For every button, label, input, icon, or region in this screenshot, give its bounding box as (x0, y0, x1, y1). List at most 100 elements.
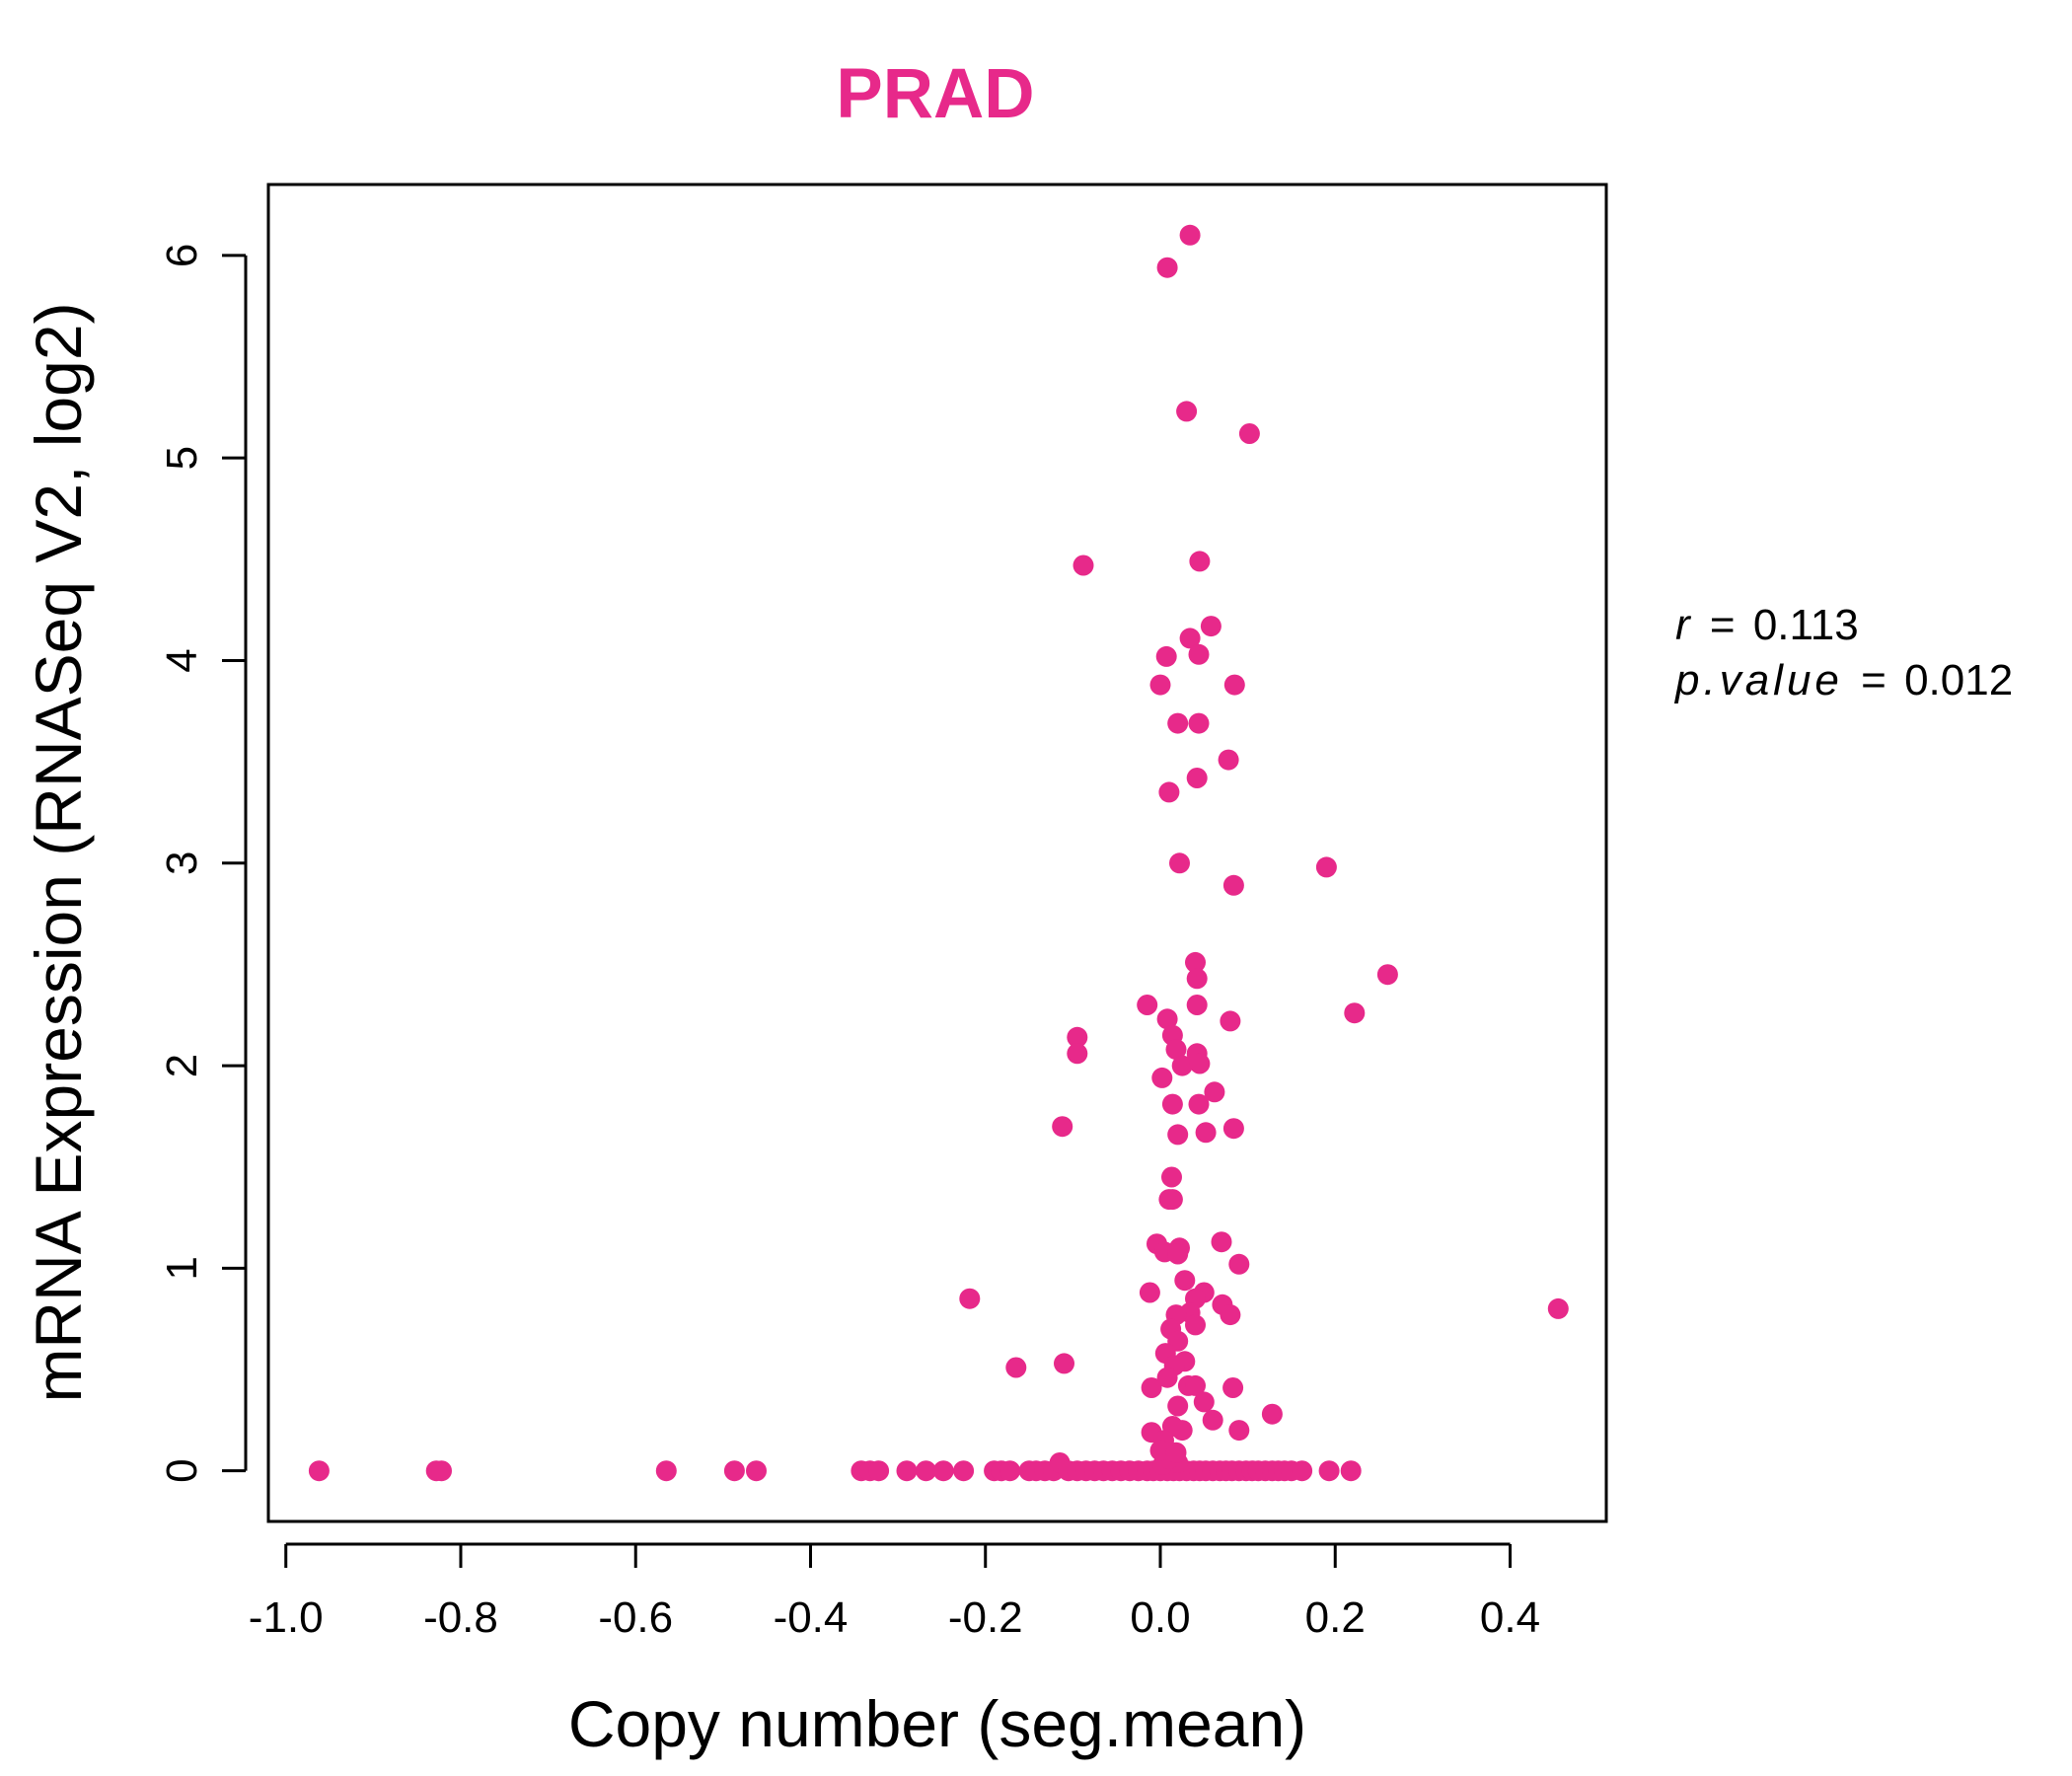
data-point (932, 1460, 954, 1482)
data-point (308, 1460, 330, 1482)
x-tick-label: -1.0 (249, 1593, 324, 1642)
data-point (1167, 1124, 1189, 1146)
plot-frame (266, 183, 1608, 1523)
data-point (916, 1460, 936, 1482)
data-point (1344, 1002, 1366, 1024)
x-axis: -1.0 -0.8 -0.6 -0.4 -0.2 0.0 0.2 0.4 (249, 1542, 1540, 1642)
data-point (1067, 1043, 1088, 1065)
data-point (1165, 1442, 1187, 1463)
data-point (1188, 643, 1210, 665)
data-point (868, 1460, 890, 1482)
data-point (1167, 712, 1189, 734)
data-point (1171, 1055, 1193, 1076)
x-tick-label: 0.4 (1480, 1593, 1540, 1642)
data-point (1176, 401, 1198, 422)
data-point (1151, 1067, 1173, 1088)
data-point (1292, 1460, 1313, 1482)
x-tick-label: 0.0 (1130, 1593, 1190, 1642)
data-point (1174, 1270, 1196, 1292)
data-point (1141, 1377, 1162, 1398)
data-point (723, 1460, 745, 1482)
x-tick-label: 0.2 (1305, 1593, 1366, 1642)
data-point (1167, 1395, 1189, 1417)
data-point (1185, 1374, 1206, 1396)
data-point (1156, 1008, 1178, 1030)
p-equals: = (1861, 656, 1887, 704)
x-tick-label: -0.4 (774, 1593, 849, 1642)
data-point (1161, 1189, 1183, 1211)
y-tick-label: 2 (158, 1054, 206, 1077)
y-axis-label: mRNA Expression (RNASeq V2, log2) (22, 302, 95, 1402)
data-point (1161, 1166, 1182, 1188)
y-tick-label: 0 (158, 1458, 206, 1482)
data-point (1052, 1116, 1073, 1138)
r-annotation: r = 0.113 (1675, 601, 1859, 649)
data-point (1223, 674, 1245, 696)
data-point (1161, 1093, 1183, 1115)
data-point (1156, 1367, 1178, 1388)
data-point (1067, 1026, 1088, 1048)
data-point (1193, 1391, 1215, 1413)
data-point (1547, 1297, 1569, 1319)
x-tick-label: -0.8 (423, 1593, 498, 1642)
data-point (1137, 995, 1158, 1015)
y-tick-label: 6 (158, 244, 206, 267)
data-point (1188, 1093, 1210, 1115)
data-point (959, 1288, 981, 1309)
p-symbol: p.value (1673, 656, 1843, 704)
data-point (1179, 628, 1201, 649)
data-point (746, 1460, 767, 1482)
p-value-annotation: p.value = 0.012 (1673, 656, 2013, 704)
x-tick-label: -0.6 (598, 1593, 673, 1642)
data-point (1228, 1253, 1250, 1275)
data-point (1167, 1243, 1189, 1265)
data-point (1185, 951, 1206, 973)
r-symbol: r (1675, 601, 1692, 649)
data-point (1376, 964, 1398, 986)
data-point (1179, 224, 1201, 246)
data-point (1186, 768, 1208, 788)
p-value: 0.012 (1904, 656, 2013, 704)
data-point (1200, 616, 1221, 637)
data-point (1189, 551, 1211, 572)
data-point (896, 1460, 918, 1482)
data-point (1211, 1231, 1232, 1253)
r-equals: = (1710, 601, 1736, 649)
data-point (1155, 645, 1177, 667)
data-point (1073, 555, 1094, 576)
data-point (1261, 1403, 1283, 1425)
data-point (1165, 1039, 1187, 1061)
data-point (999, 1460, 1021, 1482)
data-point (655, 1460, 677, 1482)
data-point (1195, 1122, 1217, 1144)
data-point (1222, 874, 1244, 896)
x-axis-label: Copy number (seg.mean) (568, 1687, 1306, 1760)
data-point (1222, 1118, 1244, 1140)
data-point (1220, 1010, 1241, 1032)
data-point (1186, 995, 1208, 1015)
data-point (1222, 1377, 1244, 1398)
y-tick-label: 1 (158, 1256, 206, 1280)
data-point (1005, 1357, 1027, 1378)
data-point (1218, 749, 1239, 771)
data-point (1204, 1081, 1225, 1103)
r-value: 0.113 (1753, 601, 1859, 649)
y-axis: 0 1 2 3 4 5 6 (158, 244, 248, 1483)
data-point (1318, 1460, 1340, 1482)
y-tick-label: 3 (158, 851, 206, 875)
data-point (1220, 1304, 1241, 1326)
data-point (1158, 781, 1180, 803)
data-point (953, 1460, 975, 1482)
data-point (1139, 1282, 1160, 1303)
data-point (1188, 712, 1210, 734)
data-point (1149, 1440, 1171, 1461)
y-tick-label: 5 (158, 446, 206, 470)
chart-title: PRAD (836, 55, 1034, 133)
data-point (1315, 856, 1337, 878)
data-point (1054, 1353, 1074, 1374)
data-point (1228, 1420, 1250, 1442)
points-layer (308, 224, 1569, 1482)
data-point (431, 1460, 452, 1482)
x-tick-label: -0.2 (948, 1593, 1023, 1642)
